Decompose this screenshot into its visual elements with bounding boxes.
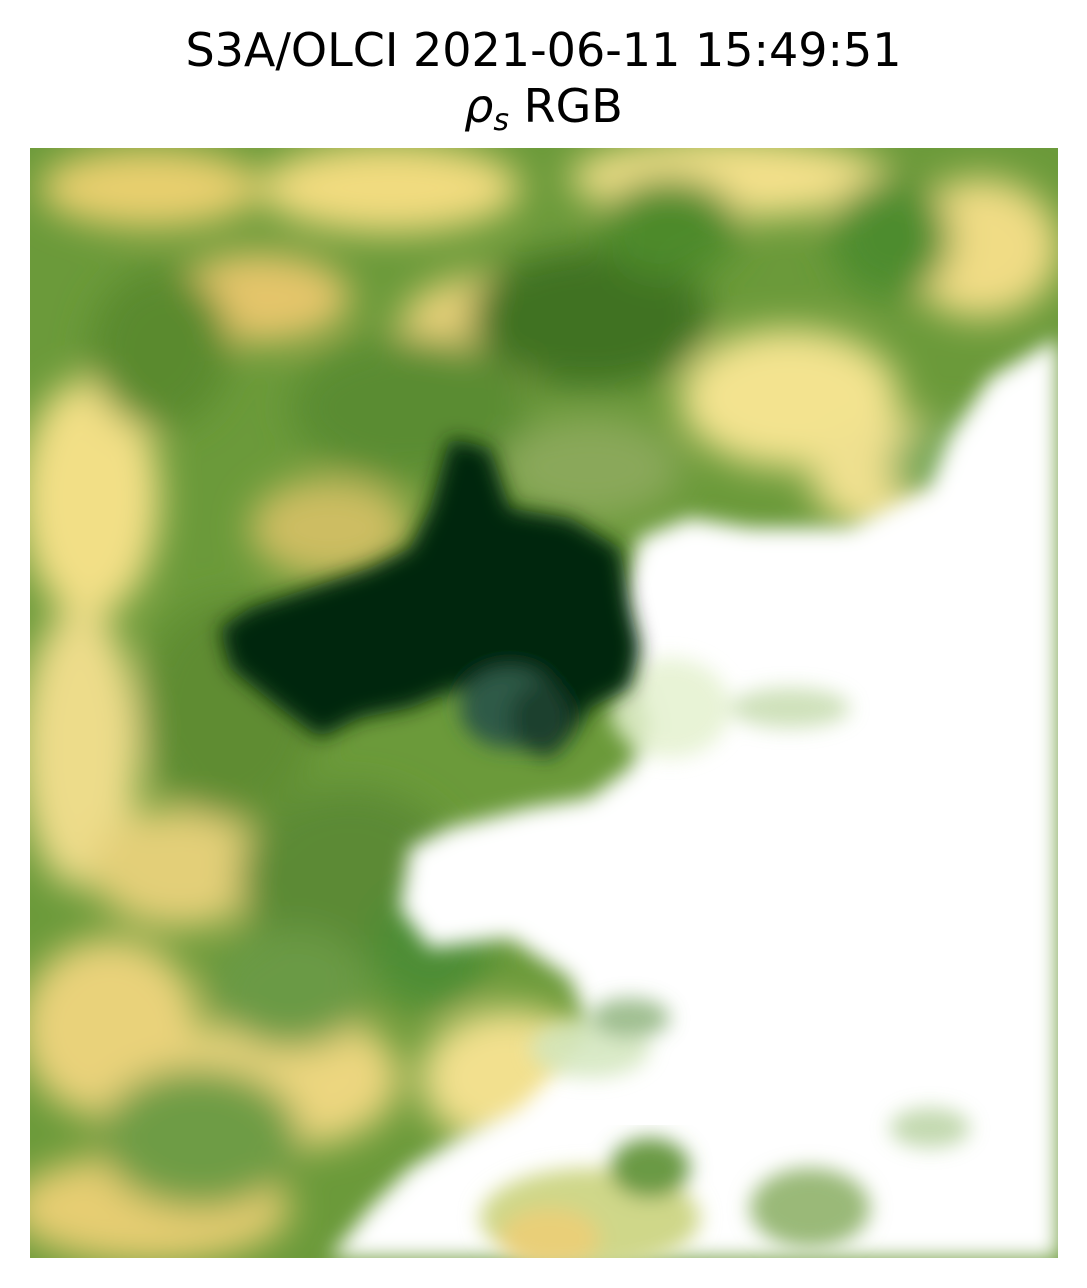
satellite-image-canvas	[30, 148, 1058, 1258]
land-texture	[30, 148, 1058, 1258]
title-product: ρs RGB	[0, 78, 1087, 149]
title-sensor-date: S3A/OLCI 2021-06-11 15:49:51	[185, 23, 902, 77]
plot-title: S3A/OLCI 2021-06-11 15:49:51 ρs RGB	[0, 22, 1087, 149]
cloud-cover	[330, 338, 1058, 1258]
satellite-rgb-image	[30, 148, 1058, 1258]
cloud-edge-haze	[530, 658, 970, 1148]
title-rgb-label: RGB	[509, 79, 623, 133]
rho-symbol: ρ	[464, 79, 494, 133]
bottom-land-fragments	[480, 1138, 870, 1258]
dark-water-body	[220, 438, 640, 758]
rho-subscript: s	[493, 103, 510, 138]
